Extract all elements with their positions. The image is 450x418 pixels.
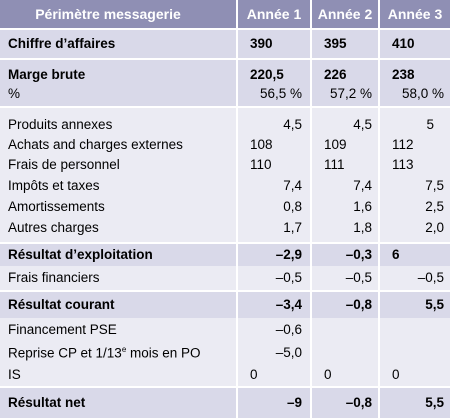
reprise-label-end: mois en PO [126, 345, 201, 361]
header-year2-label: Année 2 [317, 6, 373, 22]
row-label: Marge brute [8, 67, 86, 82]
table-row-frais-financiers: Frais financiers –0,5 –0,5 –0,5 [0, 266, 450, 290]
header-year3: Année 3 [380, 0, 450, 28]
value-year3: 410 [392, 36, 415, 51]
percent-year3: 58,0 % [401, 86, 444, 101]
row-label: Financement PSE [8, 322, 117, 337]
value-year1: –0,5 [275, 270, 302, 285]
table-row-chiffre-affaires: Chiffre d’affaires 390 395 410 [0, 30, 450, 58]
table-header: Périmètre messagerie Année 1 Année 2 Ann… [0, 0, 450, 28]
value-year3: 5,5 [425, 395, 444, 410]
value-year2: 1,6 [353, 199, 372, 214]
value-year1: 220,5 [250, 67, 284, 82]
table-row-resultat-courant: Résultat courant –3,4 –0,8 5,5 [0, 292, 450, 318]
header-year3-label: Année 3 [387, 6, 443, 22]
row-label: Résultat net [8, 395, 86, 410]
value-year2: 7,4 [353, 178, 372, 193]
value-year3: 5,5 [425, 297, 444, 312]
table-row-resultat-exploitation: Résultat d’exploitation –2,9 –0,3 6 [0, 244, 450, 266]
value-year2: 395 [324, 36, 347, 51]
value-year3: 2,0 [425, 220, 444, 235]
value-year1: 110 [250, 157, 272, 172]
row-label: Résultat courant [8, 297, 115, 312]
value-year1: 4,5 [283, 117, 302, 132]
percent-year1: 56,5 % [259, 86, 302, 101]
header-year1: Année 1 [238, 0, 310, 28]
row-label: Chiffre d’affaires [8, 36, 116, 51]
row-label-percent: % [8, 86, 21, 101]
value-year3: 6 [392, 247, 400, 262]
row-label: Résultat d’exploitation [8, 247, 153, 262]
reprise-superscript: e [121, 345, 127, 354]
table-block-exceptionnel: Financement PSE Reprise CP et 1/13e mois… [0, 318, 450, 386]
value-year2: –0,8 [345, 297, 372, 312]
value-year3: 7,5 [425, 178, 444, 193]
row-label: Achats and charges externes [8, 137, 183, 152]
value-year1: –0,6 [275, 322, 302, 337]
value-year3: 0 [392, 367, 400, 382]
value-year1: 1,7 [283, 220, 302, 235]
value-year3: 2,5 [425, 199, 444, 214]
value-year2: –0,5 [345, 270, 372, 285]
table-block-charges: Produits annexes Achats and charges exte… [0, 108, 450, 242]
value-year2: –0,3 [345, 247, 372, 262]
value-year2: 226 [324, 67, 347, 82]
value-year2: 109 [324, 137, 347, 152]
percent-year2: 57,2 % [329, 86, 372, 101]
row-label-reprise: Reprise CP et 1/13e mois en PO [8, 346, 201, 360]
value-year1: 108 [250, 137, 273, 152]
value-year1: 0 [250, 367, 258, 382]
header-year1-label: Année 1 [246, 6, 302, 22]
value-year1: –5,0 [275, 345, 302, 360]
row-label: Impôts et taxes [8, 178, 100, 193]
value-year3: 113 [392, 157, 414, 172]
row-label: Frais de personnel [8, 157, 120, 172]
table-row-resultat-net: Résultat net –9 –0,8 5,5 [0, 388, 450, 418]
value-year1: 0,8 [283, 199, 302, 214]
row-label: Autres charges [8, 220, 99, 235]
row-label: Frais financiers [8, 270, 100, 285]
value-year2: 0 [324, 367, 332, 382]
value-year1: –9 [286, 395, 302, 410]
header-year2: Année 2 [312, 0, 378, 28]
value-year2: 111 [324, 157, 345, 172]
value-year3: –0,5 [417, 270, 444, 285]
reprise-label-start: Reprise CP et 1/13 [8, 345, 122, 361]
value-year2: –0,8 [345, 395, 372, 410]
row-label: Produits annexes [8, 117, 113, 132]
table-row-marge-brute: Marge brute % 220,5 56,5 % 226 57,2 % 23… [0, 60, 450, 106]
value-year3: 5 [426, 117, 434, 132]
value-year1: –2,9 [275, 247, 302, 262]
row-label: IS [8, 367, 21, 382]
value-year2: 1,8 [353, 220, 372, 235]
value-year1: 390 [250, 36, 273, 51]
value-year1: 7,4 [283, 178, 302, 193]
value-year3: 112 [392, 137, 414, 152]
value-year1: –3,4 [275, 297, 302, 312]
row-label: Amortissements [8, 199, 105, 214]
value-year3: 238 [392, 67, 415, 82]
header-perimeter: Périmètre messagerie [0, 0, 236, 28]
value-year2: 4,5 [353, 117, 372, 132]
header-perimeter-label: Périmètre messagerie [35, 6, 181, 22]
